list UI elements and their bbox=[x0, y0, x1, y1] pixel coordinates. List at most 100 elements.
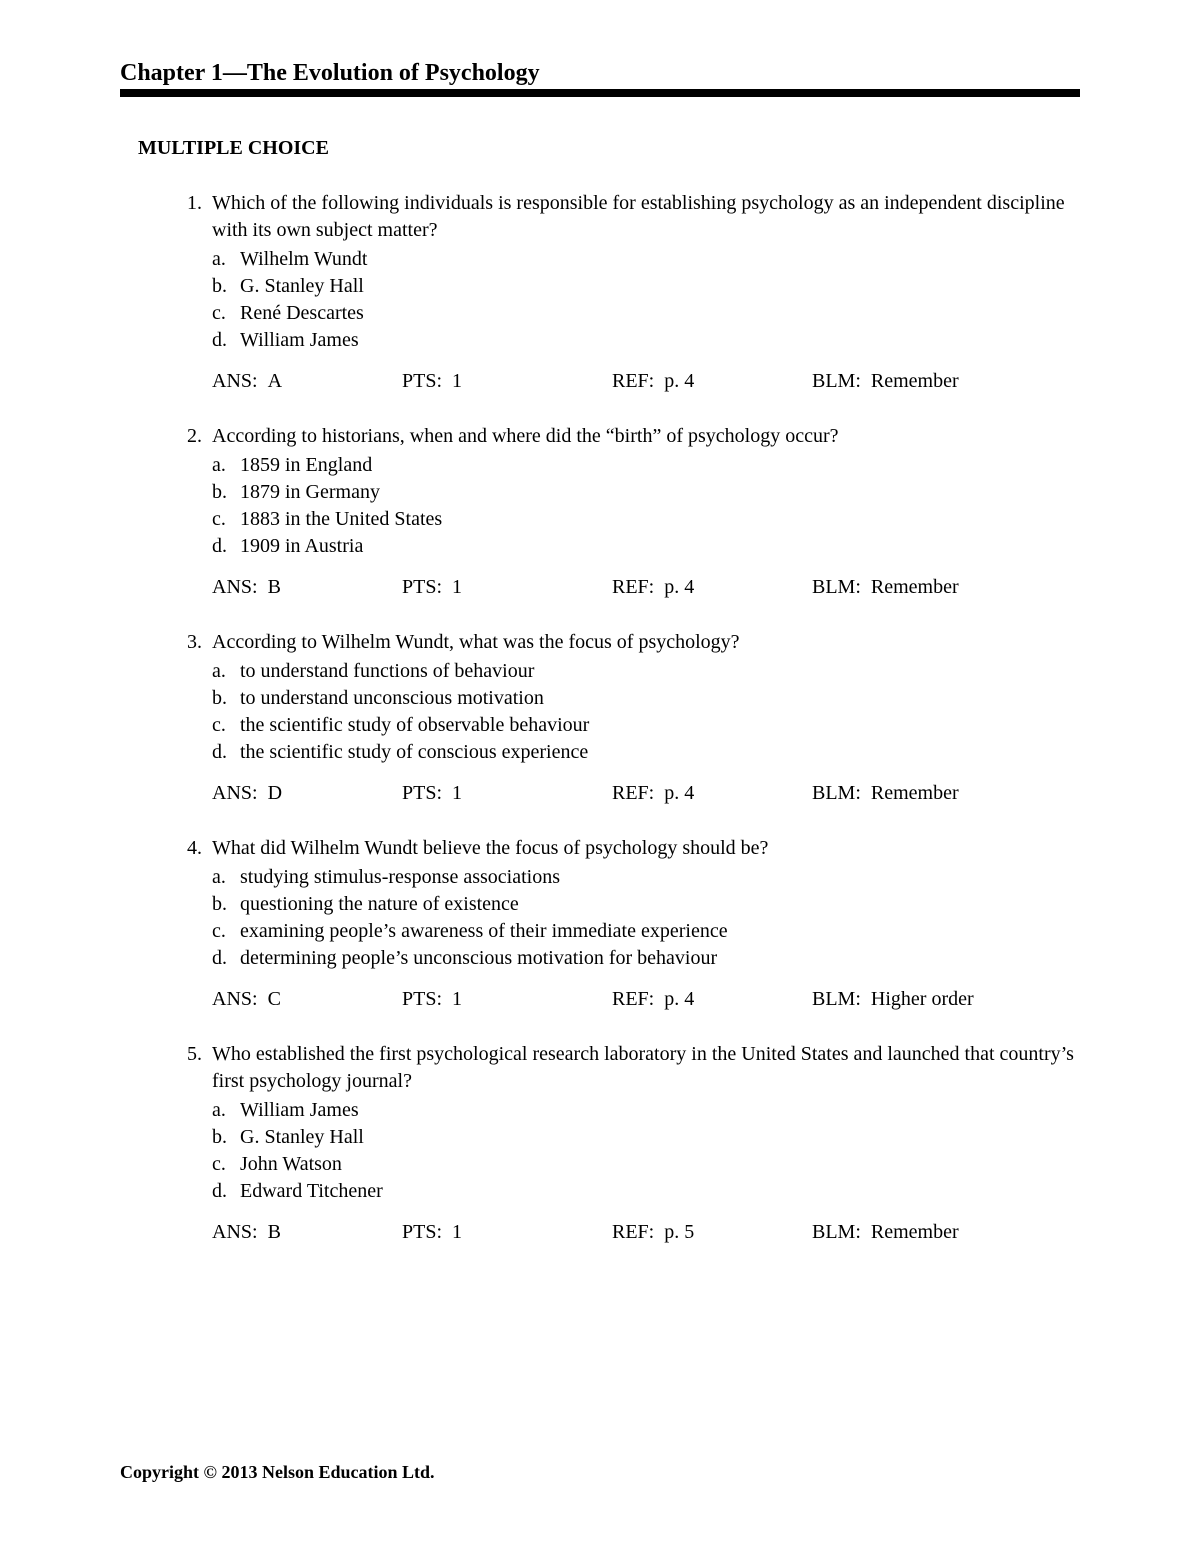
blm-cell: BLM:Remember bbox=[812, 780, 1080, 807]
question-block: 3.According to Wilhelm Wundt, what was t… bbox=[168, 629, 1080, 807]
choice-row: c.1883 in the United States bbox=[212, 506, 1080, 533]
choice-text: William James bbox=[240, 327, 1080, 354]
ref-value: p. 4 bbox=[664, 986, 694, 1013]
question-row: 2.According to historians, when and wher… bbox=[168, 423, 1080, 601]
choice-text: 1859 in England bbox=[240, 452, 1080, 479]
pts-label: PTS: bbox=[402, 574, 452, 601]
ans-label: ANS: bbox=[212, 1219, 268, 1246]
choice-text: to understand functions of behaviour bbox=[240, 658, 1080, 685]
question-block: 2.According to historians, when and wher… bbox=[168, 423, 1080, 601]
ref-cell: REF:p. 5 bbox=[612, 1219, 812, 1246]
choice-letter: b. bbox=[212, 273, 240, 300]
choices: a.Wilhelm Wundtb.G. Stanley Hallc.René D… bbox=[212, 246, 1080, 354]
page: Chapter 1—The Evolution of Psychology MU… bbox=[0, 0, 1200, 1553]
ref-cell: REF:p. 4 bbox=[612, 780, 812, 807]
ans-value: B bbox=[268, 574, 281, 601]
ref-label: REF: bbox=[612, 574, 664, 601]
choice-letter: b. bbox=[212, 891, 240, 918]
question-stem: What did Wilhelm Wundt believe the focus… bbox=[212, 835, 1080, 862]
blm-label: BLM: bbox=[812, 368, 871, 395]
ref-cell: REF:p. 4 bbox=[612, 574, 812, 601]
choice-letter: a. bbox=[212, 452, 240, 479]
answer-meta-row: ANS:DPTS:1REF:p. 4BLM:Remember bbox=[212, 780, 1080, 807]
pts-cell: PTS:1 bbox=[402, 574, 612, 601]
ref-value: p. 4 bbox=[664, 574, 694, 601]
pts-cell: PTS:1 bbox=[402, 986, 612, 1013]
choice-text: the scientific study of observable behav… bbox=[240, 712, 1080, 739]
title-rule bbox=[120, 89, 1080, 97]
choice-text: William James bbox=[240, 1097, 1080, 1124]
question-block: 5.Who established the first psychologica… bbox=[168, 1041, 1080, 1246]
choice-text: Wilhelm Wundt bbox=[240, 246, 1080, 273]
ans-label: ANS: bbox=[212, 986, 268, 1013]
answer-meta-row: ANS:APTS:1REF:p. 4BLM:Remember bbox=[212, 368, 1080, 395]
pts-value: 1 bbox=[452, 780, 462, 807]
pts-label: PTS: bbox=[402, 780, 452, 807]
choice-row: b.questioning the nature of existence bbox=[212, 891, 1080, 918]
choice-row: c.René Descartes bbox=[212, 300, 1080, 327]
pts-label: PTS: bbox=[402, 986, 452, 1013]
pts-cell: PTS:1 bbox=[402, 780, 612, 807]
choice-text: René Descartes bbox=[240, 300, 1080, 327]
choices: a.1859 in Englandb.1879 in Germanyc.1883… bbox=[212, 452, 1080, 560]
question-block: 1.Which of the following individuals is … bbox=[168, 190, 1080, 395]
blm-cell: BLM:Remember bbox=[812, 574, 1080, 601]
questions-container: 1.Which of the following individuals is … bbox=[120, 190, 1080, 1246]
choice-row: c.John Watson bbox=[212, 1151, 1080, 1178]
question-body: According to historians, when and where … bbox=[212, 423, 1080, 601]
choice-letter: c. bbox=[212, 918, 240, 945]
choice-text: 1879 in Germany bbox=[240, 479, 1080, 506]
pts-cell: PTS:1 bbox=[402, 1219, 612, 1246]
ans-value: B bbox=[268, 1219, 281, 1246]
choice-text: studying stimulus-response associations bbox=[240, 864, 1080, 891]
question-number: 4. bbox=[168, 835, 212, 1013]
pts-value: 1 bbox=[452, 986, 462, 1013]
pts-label: PTS: bbox=[402, 368, 452, 395]
ref-cell: REF:p. 4 bbox=[612, 986, 812, 1013]
question-body: Which of the following individuals is re… bbox=[212, 190, 1080, 395]
blm-label: BLM: bbox=[812, 780, 871, 807]
blm-label: BLM: bbox=[812, 986, 871, 1013]
choices: a.studying stimulus-response association… bbox=[212, 864, 1080, 972]
choice-row: d.1909 in Austria bbox=[212, 533, 1080, 560]
ans-cell: ANS:A bbox=[212, 368, 402, 395]
question-row: 4.What did Wilhelm Wundt believe the foc… bbox=[168, 835, 1080, 1013]
choice-row: d.William James bbox=[212, 327, 1080, 354]
choice-letter: b. bbox=[212, 479, 240, 506]
blm-value: Higher order bbox=[871, 986, 974, 1013]
answer-meta-row: ANS:B PTS:1REF:p. 5BLM:Remember bbox=[212, 1219, 1080, 1246]
choice-letter: c. bbox=[212, 712, 240, 739]
ref-value: p. 4 bbox=[664, 368, 694, 395]
choice-row: b.G. Stanley Hall bbox=[212, 1124, 1080, 1151]
blm-value: Remember bbox=[871, 780, 959, 807]
question-block: 4.What did Wilhelm Wundt believe the foc… bbox=[168, 835, 1080, 1013]
ref-label: REF: bbox=[612, 986, 664, 1013]
choice-letter: a. bbox=[212, 246, 240, 273]
choices: a.William Jamesb.G. Stanley Hallc.John W… bbox=[212, 1097, 1080, 1205]
blm-cell: BLM:Remember bbox=[812, 368, 1080, 395]
choices: a.to understand functions of behaviourb.… bbox=[212, 658, 1080, 766]
section-label: MULTIPLE CHOICE bbox=[138, 137, 1080, 160]
question-number: 3. bbox=[168, 629, 212, 807]
choice-text: questioning the nature of existence bbox=[240, 891, 1080, 918]
ans-value: D bbox=[268, 780, 282, 807]
choice-row: c.examining people’s awareness of their … bbox=[212, 918, 1080, 945]
question-stem: According to historians, when and where … bbox=[212, 423, 1080, 450]
ref-value: p. 4 bbox=[664, 780, 694, 807]
choice-row: b.G. Stanley Hall bbox=[212, 273, 1080, 300]
choice-text: Edward Titchener bbox=[240, 1178, 1080, 1205]
choice-letter: d. bbox=[212, 1178, 240, 1205]
ans-cell: ANS:C bbox=[212, 986, 402, 1013]
chapter-title: Chapter 1—The Evolution of Psychology bbox=[120, 60, 1080, 87]
choice-letter: d. bbox=[212, 327, 240, 354]
choice-row: d.the scientific study of conscious expe… bbox=[212, 739, 1080, 766]
choice-row: a.to understand functions of behaviour bbox=[212, 658, 1080, 685]
question-number: 1. bbox=[168, 190, 212, 395]
blm-cell: BLM:Remember bbox=[812, 1219, 1080, 1246]
choice-row: d.determining people’s unconscious motiv… bbox=[212, 945, 1080, 972]
choice-letter: d. bbox=[212, 533, 240, 560]
ans-label: ANS: bbox=[212, 574, 268, 601]
choice-letter: a. bbox=[212, 658, 240, 685]
answer-meta-row: ANS:BPTS:1REF:p. 4BLM:Remember bbox=[212, 574, 1080, 601]
choice-letter: d. bbox=[212, 945, 240, 972]
